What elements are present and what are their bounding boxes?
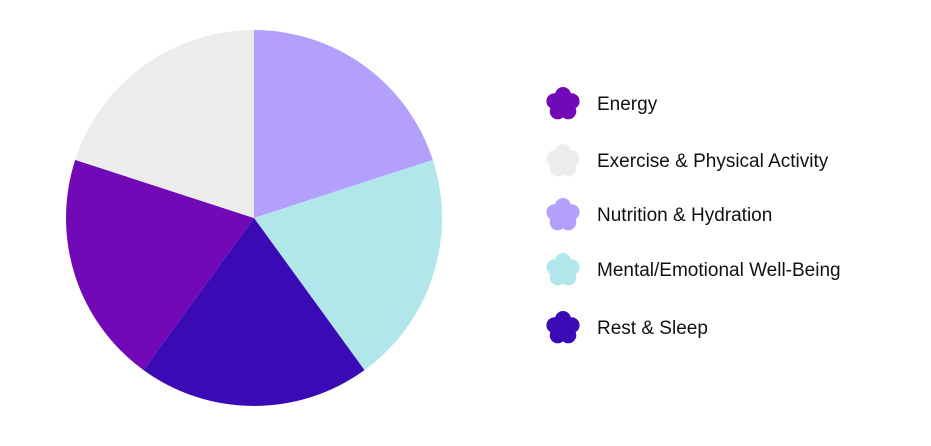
legend-icon [546,144,580,177]
legend-item: Mental/Emotional Well-Being [546,253,841,286]
legend-label: Nutrition & Hydration [597,205,772,226]
legend-icon [546,311,580,344]
legend-item: Energy [546,87,658,120]
legend-icon [546,253,580,286]
legend-item: Nutrition & Hydration [546,198,772,231]
petal-center [554,319,572,337]
pie-slice [75,30,254,218]
petal-center [554,206,572,224]
legend-icon [546,198,580,231]
legend-label: Energy [597,94,658,115]
pie-slice [254,159,442,371]
legend-item: Rest & Sleep [546,311,708,344]
pie-slice [254,30,433,218]
legend-icon [546,87,580,120]
legend-item: Exercise & Physical Activity [546,144,829,177]
petal-center [554,152,572,170]
legend-label: Rest & Sleep [597,318,708,339]
petal-center [554,95,572,113]
legend-label: Exercise & Physical Activity [597,151,829,172]
legend-label: Mental/Emotional Well-Being [597,260,841,281]
pie-slice [143,218,365,406]
petal-center [554,261,572,279]
pie-slice [65,159,254,371]
